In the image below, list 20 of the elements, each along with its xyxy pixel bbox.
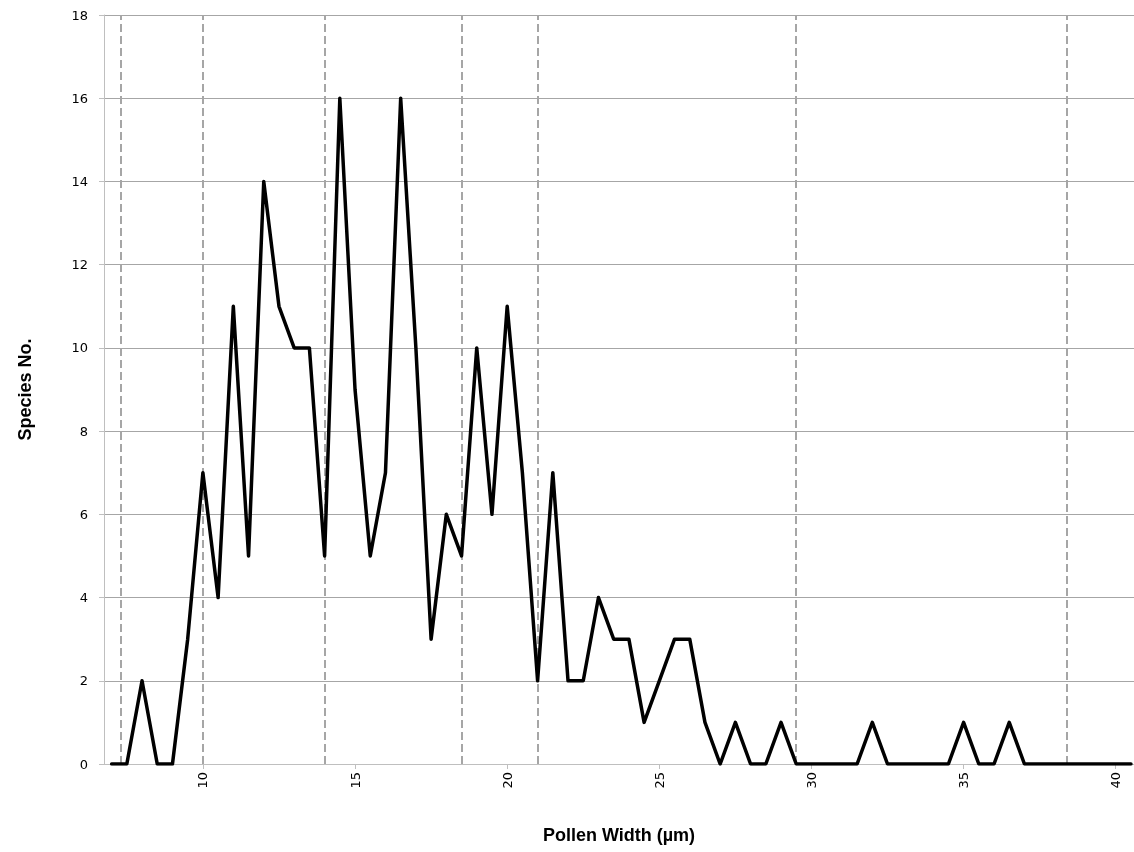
y-tick-label: 12 bbox=[71, 257, 88, 273]
x-tick-label: 10 bbox=[195, 772, 211, 789]
y-tick-label: 0 bbox=[79, 756, 88, 772]
y-tick-label: 8 bbox=[79, 423, 88, 439]
x-tick-label: 25 bbox=[651, 772, 667, 789]
x-tick-label: 40 bbox=[1108, 772, 1124, 789]
y-tick-label: 14 bbox=[71, 173, 88, 189]
x-tick-label: 30 bbox=[803, 772, 819, 789]
y-tick-label: 2 bbox=[79, 673, 88, 689]
y-tick-label: 16 bbox=[71, 90, 88, 106]
x-tick-label: 20 bbox=[499, 772, 515, 789]
y-tick-label: 4 bbox=[79, 590, 88, 606]
y-tick-label: 10 bbox=[71, 340, 88, 356]
x-tick-label: 15 bbox=[347, 772, 363, 789]
line-series bbox=[109, 96, 1133, 766]
x-tick-label: 35 bbox=[956, 772, 972, 789]
y-tick-label: 18 bbox=[71, 7, 88, 23]
y-tick-label: 6 bbox=[79, 506, 88, 522]
y-axis-title: Species No. bbox=[15, 338, 35, 441]
x-axis-title: Pollen Width (µm) bbox=[542, 825, 696, 845]
